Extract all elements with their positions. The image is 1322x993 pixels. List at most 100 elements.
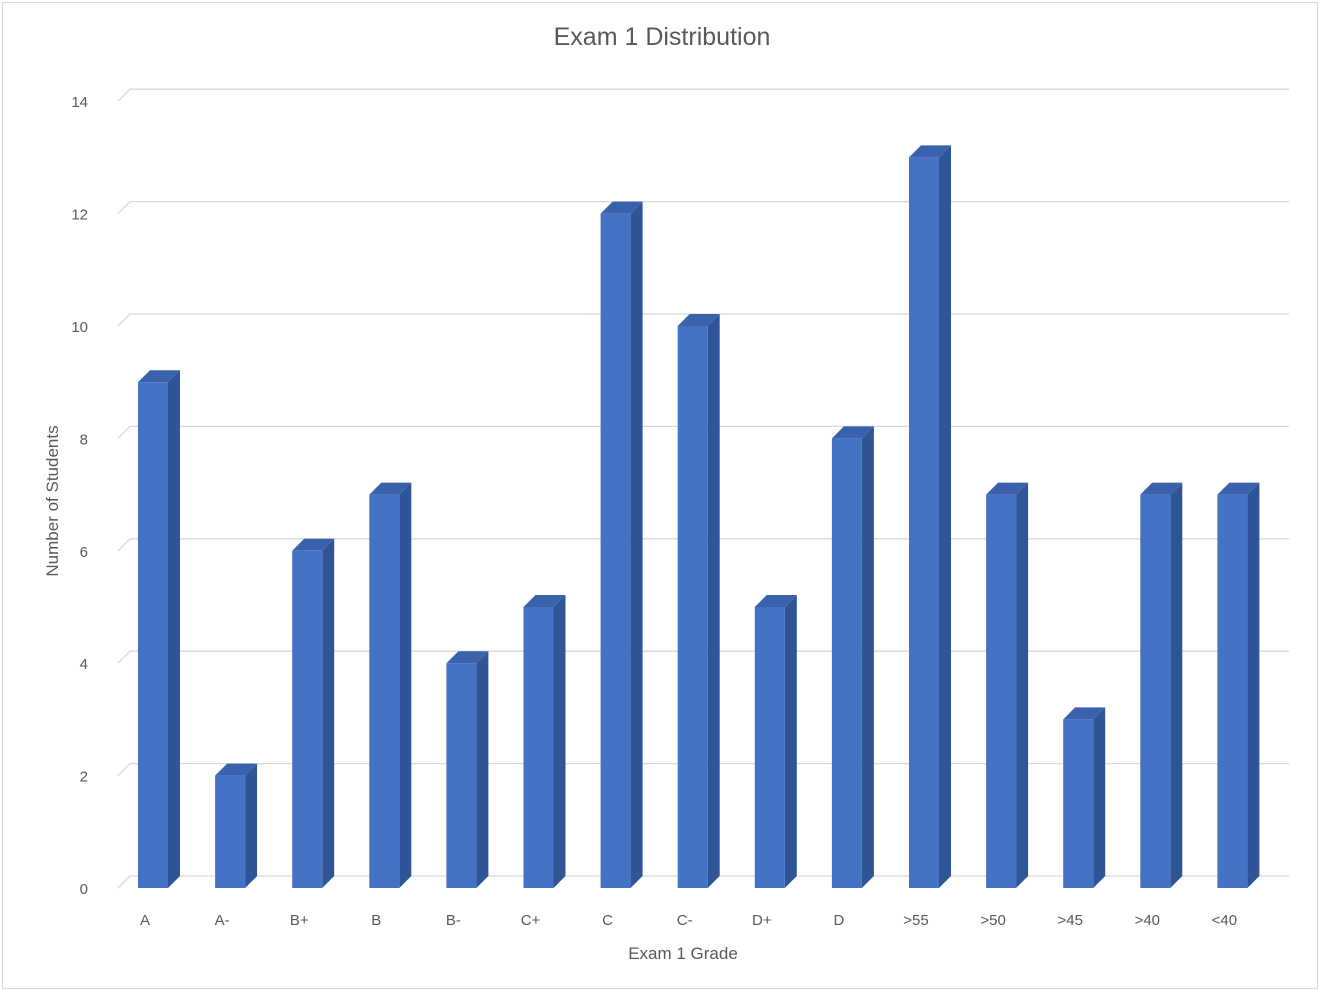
x-tick-label: D (833, 912, 844, 929)
bar->45 (1063, 707, 1106, 888)
y-tick-label: 12 (71, 207, 88, 224)
x-axis-ticks: A A- B+ B B- C+ C C- D+ D >55 >50 >45 >40 <40 (140, 912, 1237, 929)
bar-D (831, 426, 874, 888)
bar-side-face (168, 370, 180, 888)
bar-front-face (677, 326, 708, 888)
x-tick-label: D+ (752, 912, 772, 929)
bar-A (138, 370, 180, 888)
x-tick-label: A (140, 912, 150, 929)
bar-top-face (1063, 707, 1106, 720)
gridline-8 (117, 425, 1289, 439)
bar-side-face (630, 201, 643, 889)
bar->40 (1140, 482, 1183, 888)
bar-top-face (292, 538, 335, 551)
gridlines (117, 88, 1289, 889)
x-tick-label: >50 (980, 912, 1005, 929)
bar-top-face (986, 482, 1029, 495)
bar-side-face (784, 595, 797, 888)
bar-C+ (523, 595, 566, 888)
bar-side-face (861, 426, 874, 888)
x-tick-label: B- (446, 912, 461, 929)
y-tick-label: 2 (80, 769, 88, 786)
gridline-4 (117, 650, 1289, 664)
x-axis-title: Exam 1 Grade (628, 944, 738, 963)
bar-B+ (292, 538, 335, 888)
x-tick-label: A- (215, 912, 230, 929)
bar-front-face (600, 213, 631, 889)
y-axis-title: Number of Students (43, 425, 62, 576)
gridline-6 (117, 538, 1289, 552)
bar-top-face (909, 145, 951, 158)
bars (138, 145, 1260, 889)
x-tick-label: >40 (1135, 912, 1160, 929)
y-tick-label: 14 (71, 94, 88, 111)
bar-side-face (322, 538, 335, 888)
bar-top-face (446, 651, 489, 664)
y-tick-label: 8 (80, 431, 88, 448)
y-tick-label: 6 (80, 544, 88, 561)
bar-front-face (523, 607, 554, 888)
bar-top-face (138, 370, 180, 383)
x-tick-label: <40 (1212, 912, 1237, 929)
x-tick-label: C- (677, 912, 693, 929)
x-tick-label: C (602, 912, 613, 929)
bar-chart: Exam 1 Distribution 0 2 4 6 8 10 12 14 A A- B+ B B-… (43, 23, 1289, 963)
bar-top-face (215, 763, 258, 776)
gridline-10 (117, 313, 1289, 327)
x-tick-label: B (371, 912, 381, 929)
bar-side-face (707, 314, 720, 888)
bar-side-face (939, 145, 951, 888)
bar-front-face (292, 550, 323, 888)
x-tick-label: C+ (521, 912, 541, 929)
bar-top-face (754, 595, 797, 607)
bar-side-face (553, 595, 566, 888)
gridline-12 (117, 200, 1289, 215)
x-tick-label: >55 (903, 912, 928, 929)
x-tick-label: >45 (1057, 912, 1082, 929)
bar-front-face (1217, 494, 1248, 888)
bar-C (600, 201, 643, 889)
bar-side-face (1016, 482, 1029, 888)
bar-C- (677, 314, 720, 888)
bar-front-face (446, 663, 477, 888)
bar-A- (215, 763, 258, 888)
bar-<40 (1217, 482, 1260, 888)
bar-front-face (1140, 494, 1171, 888)
bar-top-face (523, 595, 566, 607)
bar->50 (986, 482, 1029, 888)
bar-front-face (909, 157, 939, 888)
bar-side-face (1170, 482, 1183, 888)
bar-top-face (1217, 482, 1260, 495)
bar-side-face (476, 651, 489, 888)
bar-front-face (138, 382, 168, 888)
y-axis-ticks: 0 2 4 6 8 10 12 14 (71, 94, 88, 898)
bar-top-face (600, 201, 643, 214)
bar-front-face (754, 607, 785, 888)
chart-title: Exam 1 Distribution (554, 23, 771, 51)
gridline-14 (117, 88, 1289, 102)
bar-top-face (831, 426, 874, 439)
bar-front-face (1063, 719, 1094, 888)
bar-front-face (986, 494, 1017, 888)
bar-top-face (369, 482, 412, 495)
bar-B- (446, 651, 489, 888)
bar-front-face (831, 438, 862, 888)
gridline-0 (117, 875, 1289, 889)
bar-side-face (1093, 707, 1106, 888)
x-tick-label: B+ (290, 912, 309, 929)
gridline-2 (117, 762, 1289, 777)
y-tick-label: 10 (71, 319, 88, 336)
bar-top-face (1140, 482, 1183, 495)
bar-top-face (677, 314, 720, 326)
bar-D+ (754, 595, 797, 888)
bar-side-face (245, 763, 258, 888)
bar-side-face (399, 482, 412, 888)
bar-side-face (1247, 482, 1260, 888)
y-tick-label: 0 (80, 881, 88, 898)
bar-front-face (369, 494, 400, 888)
bar-B (369, 482, 412, 888)
y-tick-label: 4 (80, 656, 88, 673)
bar->55 (909, 145, 951, 888)
bar-front-face (215, 775, 246, 888)
